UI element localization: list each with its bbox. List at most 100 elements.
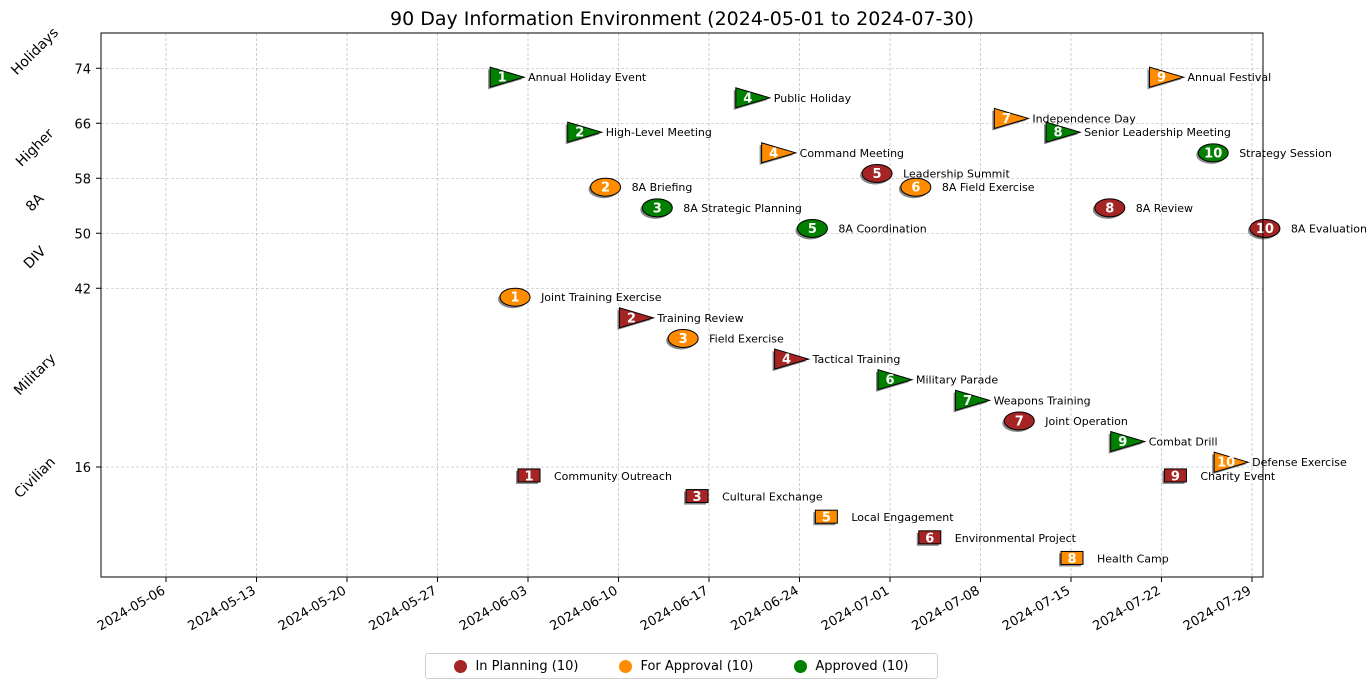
event-number: 7 [1015,414,1024,429]
category-label: DIV [21,243,50,272]
event-label: Environmental Project [955,532,1077,545]
y-axis-ticks: 16 42 50 58 66 74 [74,62,101,476]
event-label: 8A Field Exercise [942,181,1035,194]
circle-marker [499,287,531,307]
event-marker: 6 Military Parade [876,369,998,392]
event-label: Weapons Training [994,394,1091,407]
legend-marker-approval [619,659,633,673]
legend-item-planning: In Planning (10) [454,659,579,674]
square-marker [1163,468,1187,483]
event-number: 10 [1217,456,1235,471]
circle-marker [641,198,673,218]
event-number: 3 [679,332,688,347]
event-label: Joint Training Exercise [540,291,662,304]
event-label: 8A Review [1136,202,1193,215]
legend-label-approval: For Approval (10) [640,658,754,674]
event-label: Strategy Session [1239,147,1332,160]
event-label: Command Meeting [800,147,904,160]
flag-marker [618,307,656,329]
category-label: Holidays [8,25,62,79]
event-marker: 6 8A Field Exercise [898,177,1035,199]
flag-marker [993,107,1031,130]
y-tick-label: 74 [74,62,91,77]
x-tick-label: 2024-05-06 [95,583,168,634]
x-tick-label: 2024-06-24 [729,583,802,634]
x-tick-label: 2024-07-15 [1000,583,1073,634]
event-label: Training Review [656,312,743,325]
circle-marker [796,218,828,238]
event-number: 9 [1118,435,1127,450]
x-tick-label: 2024-07-08 [910,583,983,634]
legend: In Planning (10) For Approval (10) Appro… [425,653,938,679]
square-marker [1060,550,1084,565]
flag-marker [1045,121,1082,143]
category-labels: Holidays Higher 8A DIV Military Civilian [8,25,62,502]
event-number: 7 [963,394,972,409]
plot-frame [100,32,1264,578]
flag-marker [774,348,811,370]
event-marker: 4 Tactical Training [772,348,900,372]
grid-lines [101,33,1263,577]
circle-marker [667,328,699,348]
event-marker: 10 8A Evaluation [1247,218,1367,240]
event-number: 1 [524,469,533,484]
category-label: 8A [23,190,48,215]
event-marker: 8 Health Camp [1059,550,1169,567]
event-markers: 1 Annual Holiday Event 4 Public Holiday 9 Ann… [488,66,1367,567]
event-marker: 6 Environmental Project [916,530,1077,546]
x-tick-label: 2024-07-01 [819,583,892,634]
event-number: 10 [1256,222,1274,237]
event-label: Defense Exercise [1252,456,1347,469]
event-marker: 8 Senior Leadership Meeting [1044,121,1231,145]
y-tick-label: 66 [74,117,91,132]
event-number: 6 [911,181,920,196]
event-label: High-Level Meeting [606,126,712,139]
y-tick-label: 50 [74,227,91,242]
event-marker: 10 Strategy Session [1196,143,1332,164]
event-number: 6 [925,531,934,546]
flag-marker [489,66,526,88]
event-marker: 2 High-Level Meeting [565,121,712,145]
circle-marker [590,177,622,197]
event-label: Public Holiday [774,92,852,105]
legend-item-approved: Approved (10) [794,659,909,674]
legend-item-approval: For Approval (10) [619,659,753,674]
flag-marker [955,389,992,411]
event-label: Annual Holiday Event [528,71,647,84]
event-marker: 5 Leadership Summit [860,163,1010,185]
event-number: 8 [1054,126,1063,141]
category-label: Civilian [11,454,58,501]
event-label: 8A Strategic Planning [683,202,802,215]
event-number: 3 [653,201,662,216]
event-marker: 7 Weapons Training [953,389,1091,413]
event-marker: 9 Annual Festival [1147,66,1271,90]
category-label: Military [11,351,59,399]
square-marker [517,468,541,483]
event-marker: 5 8A Coordination [795,218,927,240]
event-number: 2 [601,181,610,196]
event-label: Community Outreach [554,470,672,483]
event-marker: 3 Field Exercise [666,328,784,350]
event-label: Military Parade [916,374,998,387]
event-number: 4 [769,146,778,161]
event-number: 9 [1171,469,1180,484]
event-marker: 9 Combat Drill [1108,430,1218,454]
event-label: Local Engagement [851,511,954,524]
event-label: 8A Coordination [838,222,926,235]
flag-marker [1213,451,1250,473]
event-number: 8 [1105,201,1114,216]
event-number: 1 [498,71,507,86]
event-number: 2 [575,126,584,141]
y-tick-label: 16 [74,461,91,476]
square-marker [814,509,838,524]
event-marker: 2 Training Review [617,307,744,330]
event-marker: 2 8A Briefing [588,177,692,199]
event-label: Cultural Exchange [722,491,823,504]
event-label: Health Camp [1097,552,1169,565]
event-number: 8 [1067,552,1076,567]
event-number: 7 [1002,112,1011,127]
event-marker: 4 Command Meeting [759,142,904,165]
x-tick-label: 2024-06-03 [457,583,530,634]
circle-marker [1094,198,1126,218]
event-number: 1 [511,291,520,306]
